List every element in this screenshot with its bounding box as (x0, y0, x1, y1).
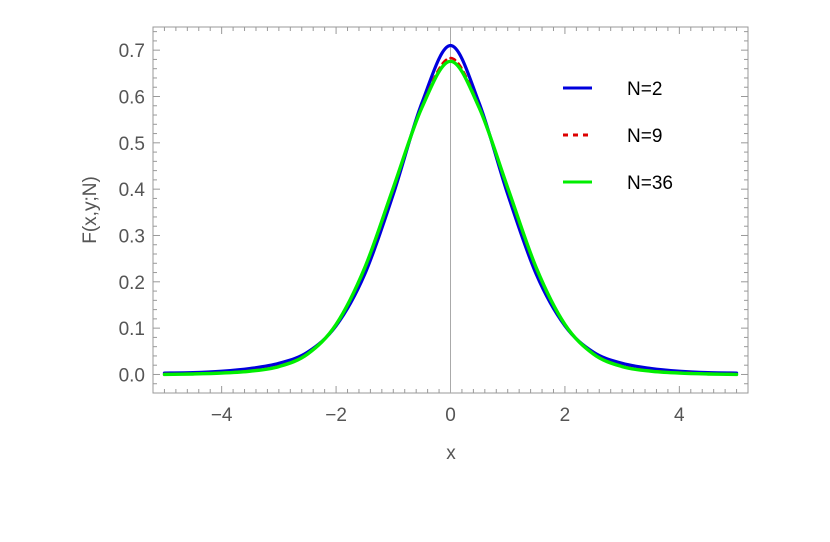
y-tick-label: 0.0 (119, 365, 145, 386)
x-tick-label: 0 (445, 405, 456, 426)
series-line-n-2 (162, 43, 739, 375)
x-tick-label: 4 (674, 405, 685, 426)
legend-label: N=2 (627, 79, 662, 100)
y-tick-label: 0.6 (119, 87, 145, 108)
x-axis-title: x (446, 443, 456, 464)
series-lines (162, 43, 739, 377)
x-tick-label: −4 (211, 405, 233, 426)
y-tick-label: 0.5 (119, 134, 145, 155)
y-tick-label: 0.2 (119, 273, 145, 294)
x-tick-label: 2 (560, 405, 571, 426)
series-line-n-36 (162, 59, 739, 377)
y-axis-title: F(x,y;N) (80, 176, 101, 244)
y-tick-label: 0.3 (119, 226, 145, 247)
tick-labels: −4 −2 0 2 4 0.0 0.1 0.2 0.3 0.4 0.5 0.6 0.7 (119, 41, 685, 426)
y-tick-label: 0.1 (119, 319, 145, 340)
legend-label: N=9 (627, 126, 662, 147)
axis-ticks (152, 27, 749, 394)
legend-label: N=36 (627, 173, 673, 194)
x-tick-label: −2 (325, 405, 347, 426)
legend: N=2 N=9 N=36 (563, 79, 673, 194)
y-tick-label: 0.7 (119, 41, 145, 62)
y-tick-label: 0.4 (119, 180, 146, 201)
